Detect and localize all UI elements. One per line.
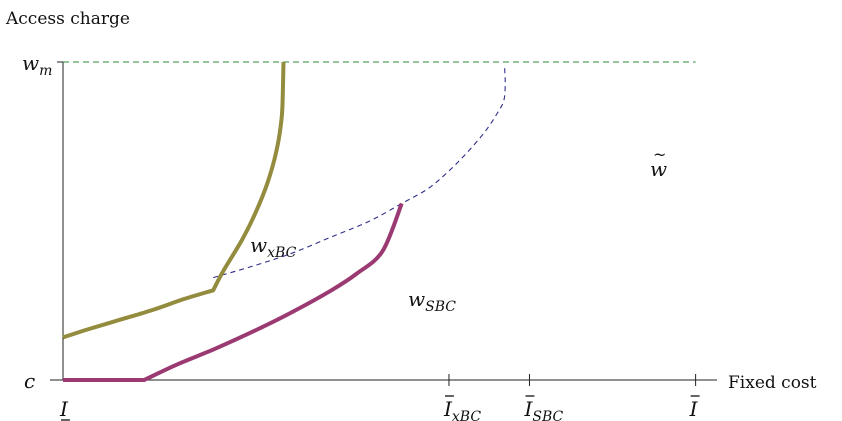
y-tick-label-c: c [24, 369, 35, 393]
series-label-w-xbc: wxBC [250, 233, 297, 261]
x-axis-label: Fixed cost [728, 373, 817, 393]
series-label-w-sbc: wSBC [408, 287, 456, 315]
tilde-mark: ~ [653, 145, 666, 164]
series-label-w-tilde: w [650, 157, 667, 181]
w-tilde-curve [213, 66, 506, 279]
y-tick-label-wm: wm [22, 51, 52, 79]
x-tick-label: IxBC [443, 397, 481, 421]
w-sbc-curve [63, 202, 404, 382]
w-xbc-curve [62, 61, 286, 340]
x-tick-label: I [59, 397, 69, 421]
x-tick-label: ISBC [524, 397, 564, 421]
y-axis-label: Access charge [5, 9, 130, 29]
x-ticks: I IxBC ISBC I [59, 374, 700, 421]
x-tick-label: I [689, 397, 699, 421]
